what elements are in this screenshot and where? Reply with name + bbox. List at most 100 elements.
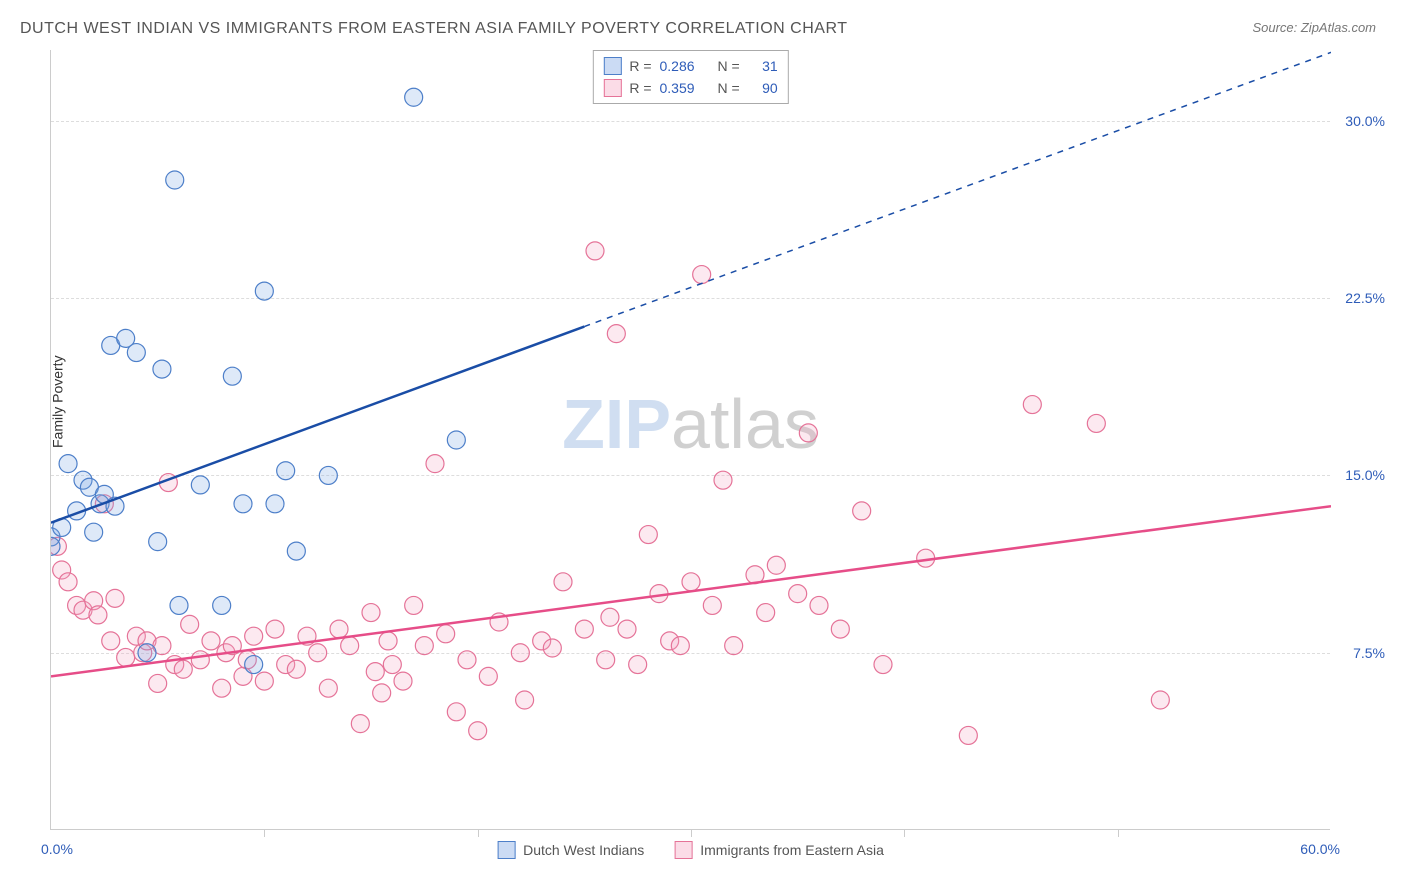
swatch-blue — [497, 841, 515, 859]
series-legend: Dutch West Indians Immigrants from Easte… — [497, 841, 884, 859]
data-point — [682, 573, 700, 591]
data-point — [309, 644, 327, 662]
data-point — [639, 526, 657, 544]
data-point — [287, 542, 305, 560]
data-point — [149, 674, 167, 692]
data-point — [671, 637, 689, 655]
data-point — [1151, 691, 1169, 709]
r-value-pink: 0.359 — [660, 80, 710, 96]
data-point — [223, 367, 241, 385]
data-point — [330, 620, 348, 638]
data-point — [373, 684, 391, 702]
data-point — [469, 722, 487, 740]
data-point — [693, 266, 711, 284]
data-point — [586, 242, 604, 260]
data-point — [106, 589, 124, 607]
r-value-blue: 0.286 — [660, 58, 710, 74]
data-point — [149, 533, 167, 551]
legend-label-pink: Immigrants from Eastern Asia — [700, 842, 884, 858]
data-point — [59, 573, 77, 591]
data-point — [714, 471, 732, 489]
data-point — [170, 596, 188, 614]
trend-line — [51, 506, 1331, 676]
data-point — [959, 726, 977, 744]
data-point — [277, 462, 295, 480]
data-point — [629, 656, 647, 674]
y-tick-label: 7.5% — [1353, 645, 1385, 661]
data-point — [405, 596, 423, 614]
data-point — [607, 325, 625, 343]
data-point — [447, 431, 465, 449]
data-point — [379, 632, 397, 650]
n-label: N = — [718, 80, 740, 96]
data-point — [831, 620, 849, 638]
data-point — [59, 455, 77, 473]
data-point — [213, 596, 231, 614]
swatch-pink — [603, 79, 621, 97]
source-attribution: Source: ZipAtlas.com — [1252, 20, 1376, 35]
legend-label-blue: Dutch West Indians — [523, 842, 644, 858]
data-point — [85, 523, 103, 541]
data-point — [245, 627, 263, 645]
n-value-pink: 90 — [748, 80, 778, 96]
data-point — [575, 620, 593, 638]
data-point — [767, 556, 785, 574]
chart-container: Family Poverty 7.5%15.0%22.5%30.0% 0.0% … — [50, 50, 1330, 830]
data-point — [597, 651, 615, 669]
swatch-pink — [674, 841, 692, 859]
legend-item-blue: Dutch West Indians — [497, 841, 644, 859]
legend-item-pink: Immigrants from Eastern Asia — [674, 841, 884, 859]
data-point — [127, 344, 145, 362]
stats-row-pink: R = 0.359 N = 90 — [603, 77, 777, 99]
r-label: R = — [629, 80, 651, 96]
data-point — [516, 691, 534, 709]
data-point — [245, 656, 263, 674]
stats-legend: R = 0.286 N = 31 R = 0.359 N = 90 — [592, 50, 788, 104]
data-point — [266, 620, 284, 638]
data-point — [554, 573, 572, 591]
plot-svg — [51, 50, 1331, 830]
data-point — [725, 637, 743, 655]
data-point — [174, 660, 192, 678]
data-point — [191, 476, 209, 494]
data-point — [703, 596, 721, 614]
data-point — [394, 672, 412, 690]
data-point — [366, 663, 384, 681]
data-point — [213, 679, 231, 697]
chart-title: DUTCH WEST INDIAN VS IMMIGRANTS FROM EAS… — [20, 20, 1386, 38]
y-tick-label: 30.0% — [1345, 113, 1385, 129]
data-point — [757, 604, 775, 622]
data-point — [202, 632, 220, 650]
data-point — [138, 644, 156, 662]
data-point — [181, 615, 199, 633]
data-point — [153, 360, 171, 378]
data-point — [874, 656, 892, 674]
data-point — [166, 171, 184, 189]
data-point — [287, 660, 305, 678]
data-point — [234, 495, 252, 513]
data-point — [789, 585, 807, 603]
plot-area: Family Poverty 7.5%15.0%22.5%30.0% 0.0% … — [50, 50, 1330, 830]
data-point — [341, 637, 359, 655]
data-point — [191, 651, 209, 669]
swatch-blue — [603, 57, 621, 75]
data-point — [479, 667, 497, 685]
y-tick-label: 15.0% — [1345, 467, 1385, 483]
n-label: N = — [718, 58, 740, 74]
data-point — [102, 632, 120, 650]
data-point — [266, 495, 284, 513]
y-tick-label: 22.5% — [1345, 290, 1385, 306]
data-point — [458, 651, 476, 669]
x-axis-min-label: 0.0% — [41, 841, 73, 857]
data-point — [426, 455, 444, 473]
data-point — [319, 466, 337, 484]
data-point — [1023, 396, 1041, 414]
data-point — [319, 679, 337, 697]
data-point — [437, 625, 455, 643]
x-axis-max-label: 60.0% — [1300, 841, 1340, 857]
data-point — [415, 637, 433, 655]
data-point — [601, 608, 619, 626]
data-point — [1087, 414, 1105, 432]
r-label: R = — [629, 58, 651, 74]
data-point — [853, 502, 871, 520]
